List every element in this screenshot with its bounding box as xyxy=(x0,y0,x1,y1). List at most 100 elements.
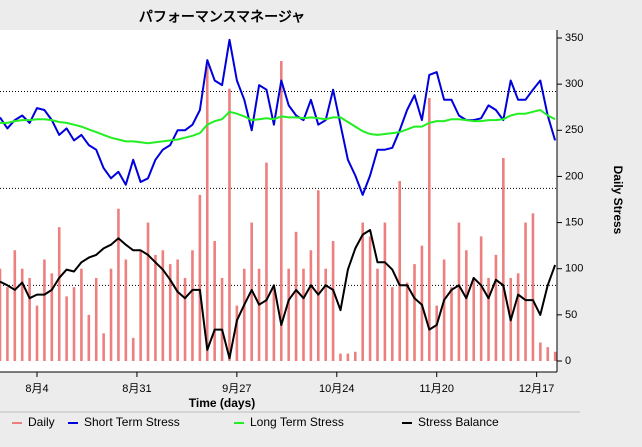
bar xyxy=(80,268,83,361)
line xyxy=(0,109,556,145)
bar xyxy=(339,353,342,361)
bar xyxy=(72,287,76,361)
bar xyxy=(435,305,439,361)
bar xyxy=(272,287,276,361)
x-tick-label: 8月31 xyxy=(122,383,151,395)
x-axis-label: Time (days) xyxy=(189,396,255,410)
bar xyxy=(242,268,246,361)
bar xyxy=(117,208,120,361)
x-tick-label: 12月17 xyxy=(519,383,554,395)
x-tick-label: 9月27 xyxy=(222,383,251,395)
bar xyxy=(420,245,424,361)
bar xyxy=(228,88,231,361)
bar xyxy=(309,250,313,361)
bar xyxy=(161,250,165,361)
bar xyxy=(198,194,202,361)
legend-label: Short Term Stress xyxy=(84,415,180,429)
bar xyxy=(205,65,209,361)
bar xyxy=(65,296,68,361)
bar xyxy=(13,250,17,361)
bar xyxy=(235,305,239,361)
y-tick-label: 350 xyxy=(565,32,583,44)
bar xyxy=(213,241,216,361)
bar xyxy=(353,351,357,361)
bar xyxy=(302,268,305,361)
legend-label: Long Term Stress xyxy=(250,415,344,429)
y-tick-label: 50 xyxy=(565,309,577,321)
bar xyxy=(124,259,128,361)
bar xyxy=(472,277,476,361)
bar xyxy=(413,264,416,361)
x-tick-label: 11月20 xyxy=(419,383,454,395)
bar xyxy=(43,259,46,361)
line xyxy=(0,38,557,196)
bar xyxy=(494,254,498,361)
bar xyxy=(465,250,468,361)
bar xyxy=(0,268,2,361)
bar xyxy=(146,222,150,361)
bar xyxy=(35,305,39,361)
bar xyxy=(516,273,520,361)
bar xyxy=(331,241,335,361)
bar xyxy=(539,342,542,361)
bar xyxy=(28,277,31,361)
bar xyxy=(183,277,187,361)
bar xyxy=(346,353,350,361)
bar xyxy=(324,268,327,361)
bar xyxy=(279,61,283,361)
bar xyxy=(376,268,379,361)
y-tick-label: 150 xyxy=(565,216,583,228)
bar xyxy=(20,268,24,361)
bar xyxy=(405,282,409,361)
bar xyxy=(139,250,142,361)
bar xyxy=(487,277,490,361)
bar xyxy=(176,259,179,361)
bar xyxy=(94,277,98,361)
bar xyxy=(168,264,172,361)
bar xyxy=(257,268,261,361)
bar xyxy=(553,351,557,361)
bar xyxy=(50,273,54,361)
bar xyxy=(502,157,505,361)
bar xyxy=(442,259,446,361)
bar xyxy=(546,347,550,361)
bar xyxy=(479,236,483,361)
y-tick-label: 0 xyxy=(565,355,571,367)
x-tick-label: 10月24 xyxy=(319,383,354,395)
y-tick-label: 300 xyxy=(565,78,583,90)
bar xyxy=(287,268,290,361)
bar xyxy=(398,181,402,361)
bar xyxy=(428,97,431,361)
y-tick-label: 100 xyxy=(565,263,583,275)
chart-title: パフォーマンスマネージャ xyxy=(139,9,305,25)
y-tick-label: 200 xyxy=(565,170,583,182)
bar xyxy=(102,333,105,361)
legend-label: Daily xyxy=(28,415,55,429)
y-axis-label: Daily Stress xyxy=(611,166,625,235)
bar xyxy=(457,222,461,361)
bar xyxy=(57,227,61,361)
bar xyxy=(391,287,394,361)
bar xyxy=(450,287,453,361)
legend-label: Stress Balance xyxy=(418,415,499,429)
bar xyxy=(383,222,387,361)
x-tick-label: 8月4 xyxy=(25,383,48,395)
bar xyxy=(191,250,194,361)
bar xyxy=(220,277,224,361)
line xyxy=(0,229,557,360)
bar xyxy=(316,190,320,361)
bar xyxy=(531,213,535,361)
bar xyxy=(265,162,268,361)
bar xyxy=(361,222,364,361)
y-tick-label: 250 xyxy=(565,124,583,136)
bar xyxy=(524,222,527,361)
bar xyxy=(109,268,113,361)
bar xyxy=(294,231,298,361)
bar xyxy=(368,236,372,361)
bar xyxy=(131,337,135,361)
bar xyxy=(87,314,91,361)
bar xyxy=(6,287,9,361)
bar xyxy=(154,254,157,361)
